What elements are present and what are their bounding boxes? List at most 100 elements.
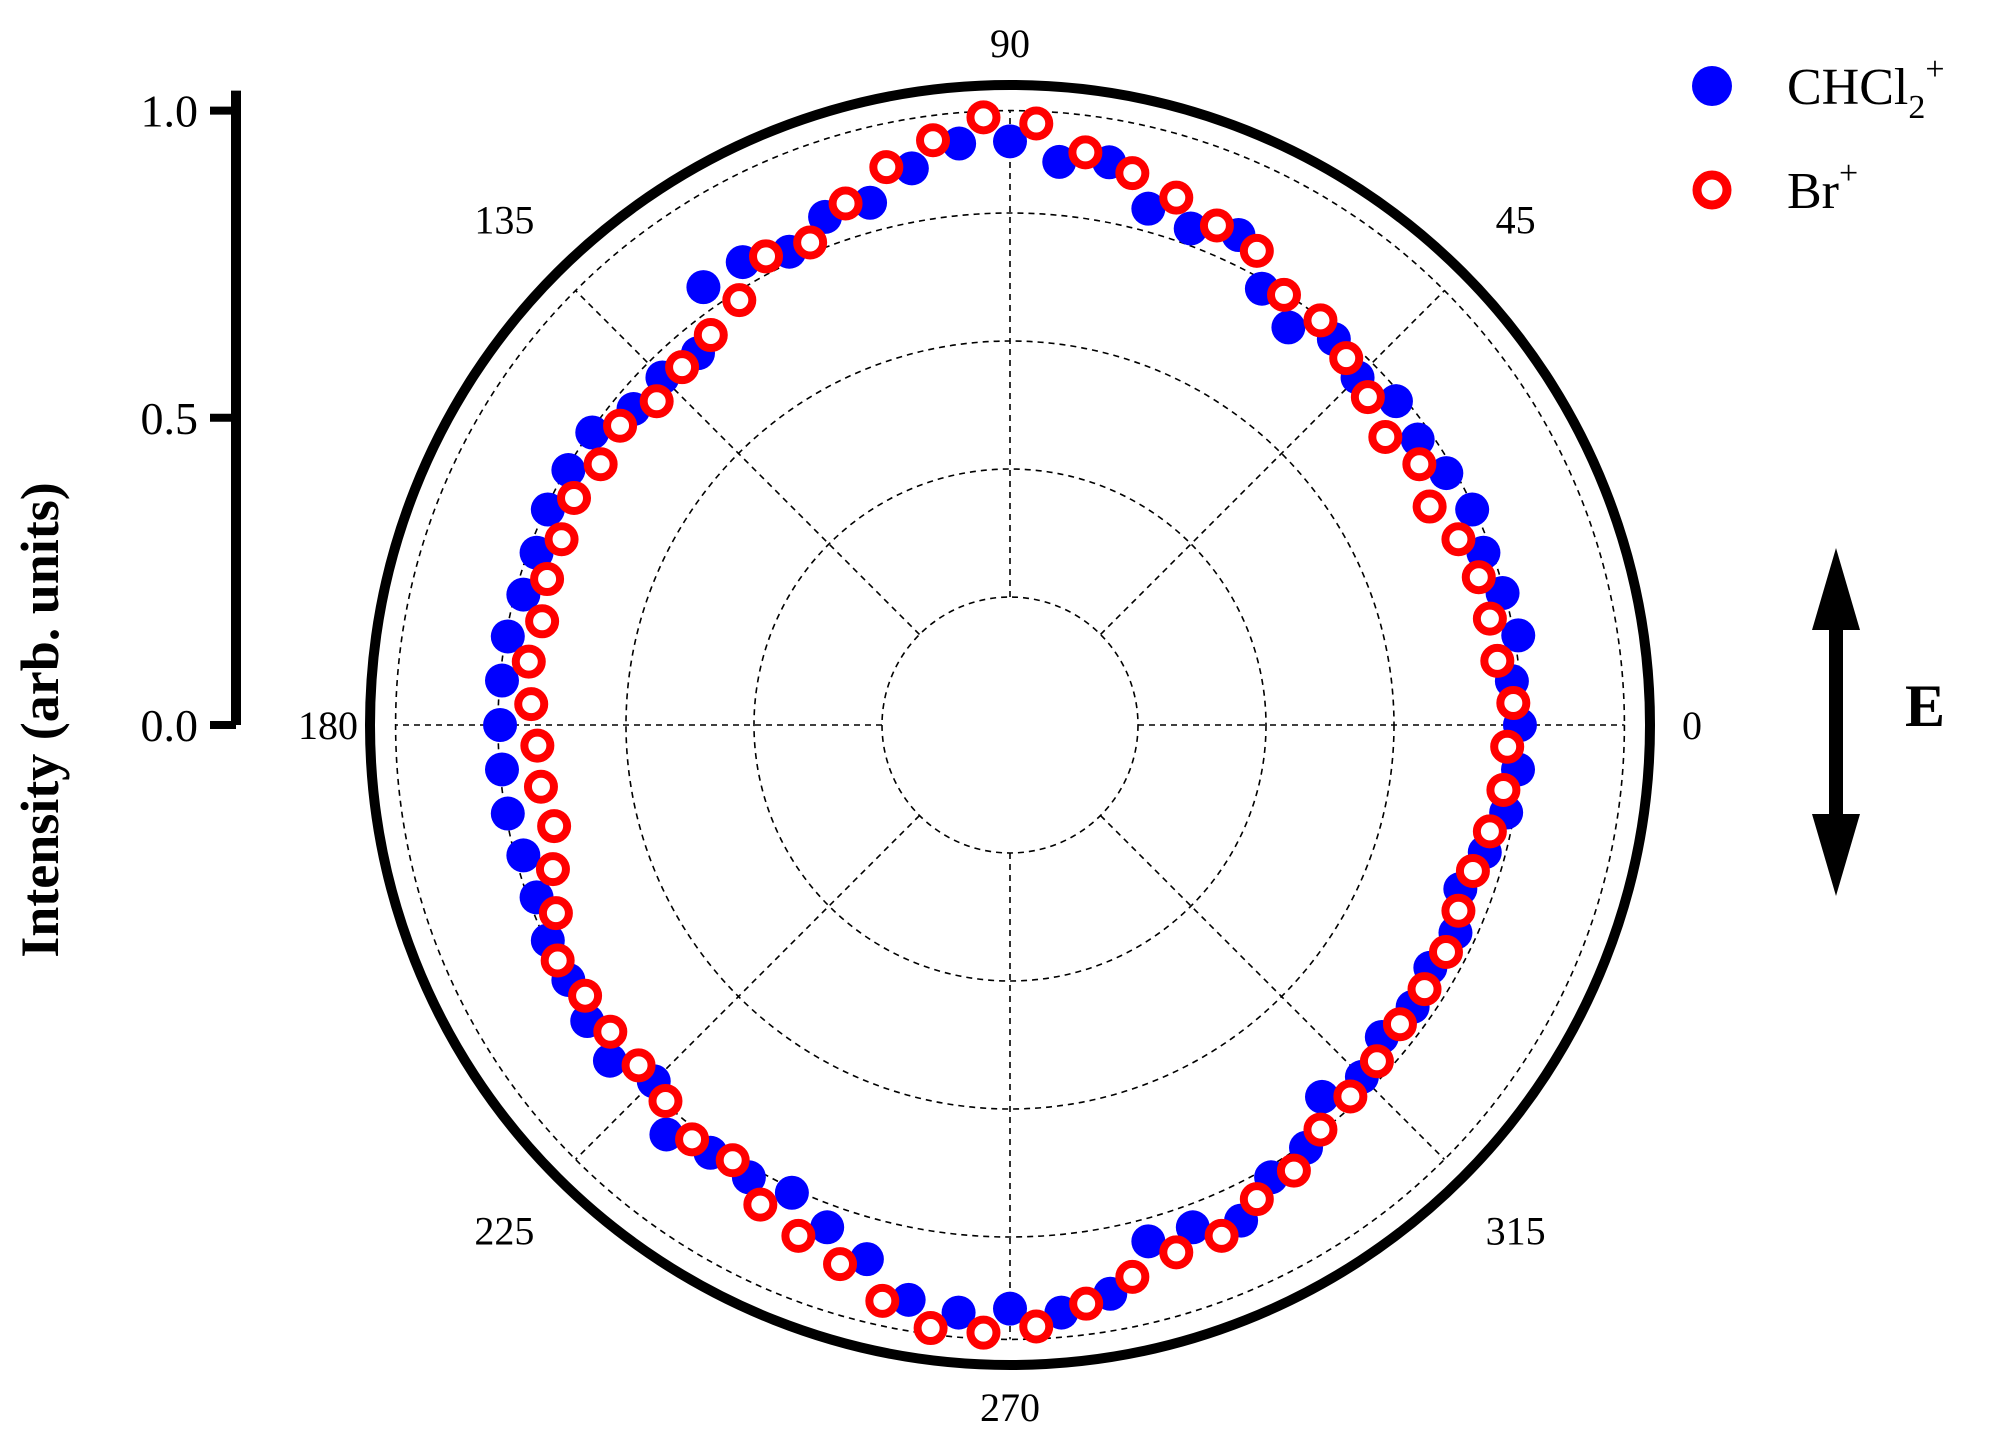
data-point [966,1315,1001,1350]
data-point [665,350,700,385]
data-series [483,100,1537,1350]
data-point [484,663,519,698]
data-point [639,384,674,419]
angle-tick-label-0: 0 [1682,703,1702,748]
polar-frame [365,80,1655,1370]
data-point [593,1014,628,1049]
data-point [1382,1007,1417,1042]
data-point [1173,211,1208,246]
data-point [525,604,560,639]
data-point [675,1122,710,1157]
y-axis-label: Intensity (arb. units) [10,482,70,958]
grid-spoke-315 [1099,814,1446,1161]
angle-tick-labels: 0 45 90 135 180 225 270 315 [298,21,1702,1430]
data-point [1455,853,1490,888]
data-point [1496,686,1531,721]
data-point [490,619,525,654]
data-point [1378,384,1413,419]
data-point [535,852,570,887]
arrow-up-icon [1812,548,1860,630]
data-point [693,318,728,353]
data-point [1461,560,1496,595]
angle-tick-label-180: 180 [298,703,358,748]
data-point [743,1187,778,1222]
data-point [1329,341,1364,376]
grid-spoke-45 [1099,289,1446,636]
data-point [1115,156,1150,191]
data-point [484,752,519,787]
data-point [686,270,721,305]
legend-label-0: CHCl2+ [1787,51,1945,126]
data-point [1359,1044,1394,1079]
data-point [592,1043,627,1078]
data-point [1239,1182,1274,1217]
data-point [575,415,610,450]
data-point [1407,972,1442,1007]
data-point [1490,729,1525,764]
polar-grid [365,80,1655,1370]
data-point [514,687,549,722]
data-point [1115,1259,1150,1294]
data-point [523,769,558,804]
data-point [551,453,586,488]
data-point [1266,277,1301,312]
data-point [1159,1235,1194,1270]
legend: CHCl2+ Br+ [1692,51,1945,220]
grid-spoke-225 [574,814,921,1161]
radial-axis: 0.0 0.5 1.0 [141,86,241,751]
data-point [1271,310,1306,345]
data-point [942,126,977,161]
data-point [648,1083,683,1118]
data-point [1303,303,1338,338]
data-point [1303,1112,1338,1147]
data-point [1199,208,1234,243]
data-point [1333,1079,1368,1114]
angle-tick-label-225: 225 [474,1209,534,1254]
data-point [869,150,904,185]
data-point [891,1282,926,1317]
series-br [511,100,1531,1350]
data-point [749,239,784,274]
data-point [520,728,555,763]
angle-tick-label-315: 315 [1486,1209,1546,1254]
data-point [544,522,579,557]
data-point [1428,934,1463,969]
data-point [781,1218,816,1253]
data-point [849,1242,884,1277]
angle-tick-label-270: 270 [980,1385,1040,1430]
data-point [519,535,554,570]
data-point [715,1143,750,1178]
data-point [1239,233,1274,268]
data-point [1402,447,1437,482]
data-point [916,123,951,158]
data-point [1412,489,1447,524]
angle-tick-label-45: 45 [1496,197,1536,242]
data-point [1131,191,1166,226]
data-point [1441,522,1476,557]
e-field-label: E [1905,673,1945,739]
data-point [1276,1153,1311,1188]
grid-spoke-135 [574,289,921,636]
data-point [941,1295,976,1330]
data-point [1069,1286,1104,1321]
data-point [603,408,638,443]
data-point [853,185,888,220]
data-point [583,447,618,482]
data-point [530,562,565,597]
data-point [483,708,518,742]
e-field-annotation: E [1812,548,1945,896]
grid-ring-3 [625,340,1395,1110]
data-point [1400,422,1435,457]
data-point [865,1283,900,1318]
data-point [1159,180,1194,215]
data-point [621,1048,656,1083]
data-point [537,809,572,844]
data-point [793,225,828,260]
data-point [1472,601,1507,636]
data-point [774,1175,809,1210]
arrow-down-icon [1812,814,1860,896]
data-point [1441,893,1476,928]
data-point [1486,772,1521,807]
data-point [828,186,863,221]
radial-axis-tick-label-0: 0.0 [141,700,199,751]
